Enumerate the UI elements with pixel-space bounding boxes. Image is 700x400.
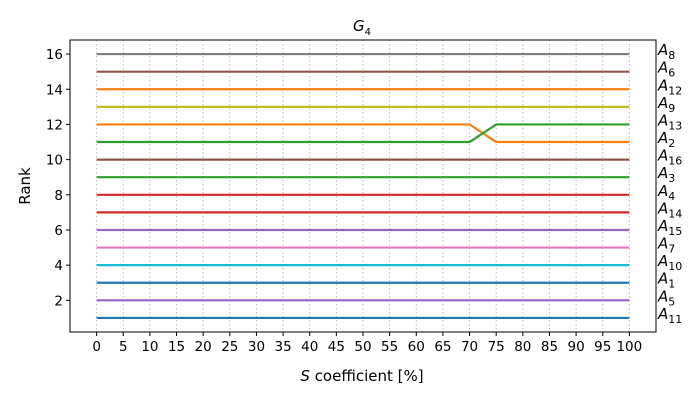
chart-title: G4 bbox=[353, 17, 371, 38]
series-label-a4: A4 bbox=[657, 182, 675, 203]
x-tick-label: 85 bbox=[541, 339, 558, 355]
x-tick-label: 95 bbox=[594, 339, 611, 355]
y-tick-label: 12 bbox=[46, 117, 63, 133]
series-label-a16: A16 bbox=[657, 147, 682, 168]
y-tick-label: 16 bbox=[46, 47, 63, 63]
series-label-a5: A5 bbox=[657, 287, 675, 308]
x-tick-label: 70 bbox=[461, 339, 478, 355]
x-tick-label: 40 bbox=[301, 339, 318, 355]
y-tick-label: 2 bbox=[54, 293, 63, 309]
x-tick-label: 35 bbox=[274, 339, 291, 355]
y-tick-label: 14 bbox=[46, 82, 63, 98]
series-label-a10: A10 bbox=[657, 252, 682, 273]
chart-title-subscript: 4 bbox=[365, 27, 371, 38]
y-tick-label: 8 bbox=[54, 188, 63, 204]
series-label-a9: A9 bbox=[657, 94, 675, 115]
x-tick-label: 65 bbox=[434, 339, 451, 355]
x-tick-label: 10 bbox=[141, 339, 158, 355]
series-line-a13 bbox=[96, 123, 630, 144]
x-tick-label: 20 bbox=[195, 339, 212, 355]
x-axis-label-rest: coefficient [%] bbox=[310, 367, 424, 385]
tick-layer: 0 5 10 15 20 25 30 35 40 45 50 55 60 65 70 75 80 85 90 95 10… bbox=[46, 47, 642, 355]
x-tick-label: 50 bbox=[354, 339, 371, 355]
series-label-a2: A2 bbox=[657, 129, 675, 150]
x-tick-label: 80 bbox=[514, 339, 531, 355]
x-tick-label: 5 bbox=[119, 339, 128, 355]
y-tick-label: 10 bbox=[46, 153, 63, 169]
series-label-a8: A8 bbox=[657, 41, 675, 62]
x-tick-label: 25 bbox=[221, 339, 238, 355]
series-label-a11: A11 bbox=[657, 305, 682, 326]
y-tick-label: 6 bbox=[54, 223, 63, 239]
series-label-a3: A3 bbox=[657, 164, 675, 185]
x-axis-label-italic: S bbox=[300, 367, 310, 385]
y-tick-label: 4 bbox=[54, 258, 63, 274]
series-layer bbox=[96, 52, 630, 320]
series-label-a15: A15 bbox=[657, 217, 682, 238]
grid-layer bbox=[96, 40, 630, 332]
x-tick-label: 30 bbox=[248, 339, 265, 355]
series-label-a14: A14 bbox=[657, 199, 682, 220]
series-label-a12: A12 bbox=[657, 76, 682, 97]
x-tick-label: 90 bbox=[567, 339, 584, 355]
x-tick-label: 55 bbox=[381, 339, 398, 355]
series-label-a7: A7 bbox=[657, 235, 675, 256]
x-tick-label: 60 bbox=[408, 339, 425, 355]
x-tick-label: 45 bbox=[328, 339, 345, 355]
series-label-a13: A13 bbox=[657, 111, 682, 132]
x-tick-label: 15 bbox=[168, 339, 185, 355]
chart-title-main: G bbox=[353, 17, 365, 35]
series-line-a2 bbox=[96, 123, 630, 144]
x-tick-label: 75 bbox=[488, 339, 505, 355]
x-tick-label: 100 bbox=[616, 339, 642, 355]
y-axis-label: Rank bbox=[16, 167, 34, 205]
series-label-a6: A6 bbox=[657, 59, 675, 80]
series-label-a1: A1 bbox=[657, 270, 675, 291]
x-axis-label: S coefficient [%] bbox=[300, 367, 423, 385]
x-tick-label: 0 bbox=[92, 339, 101, 355]
